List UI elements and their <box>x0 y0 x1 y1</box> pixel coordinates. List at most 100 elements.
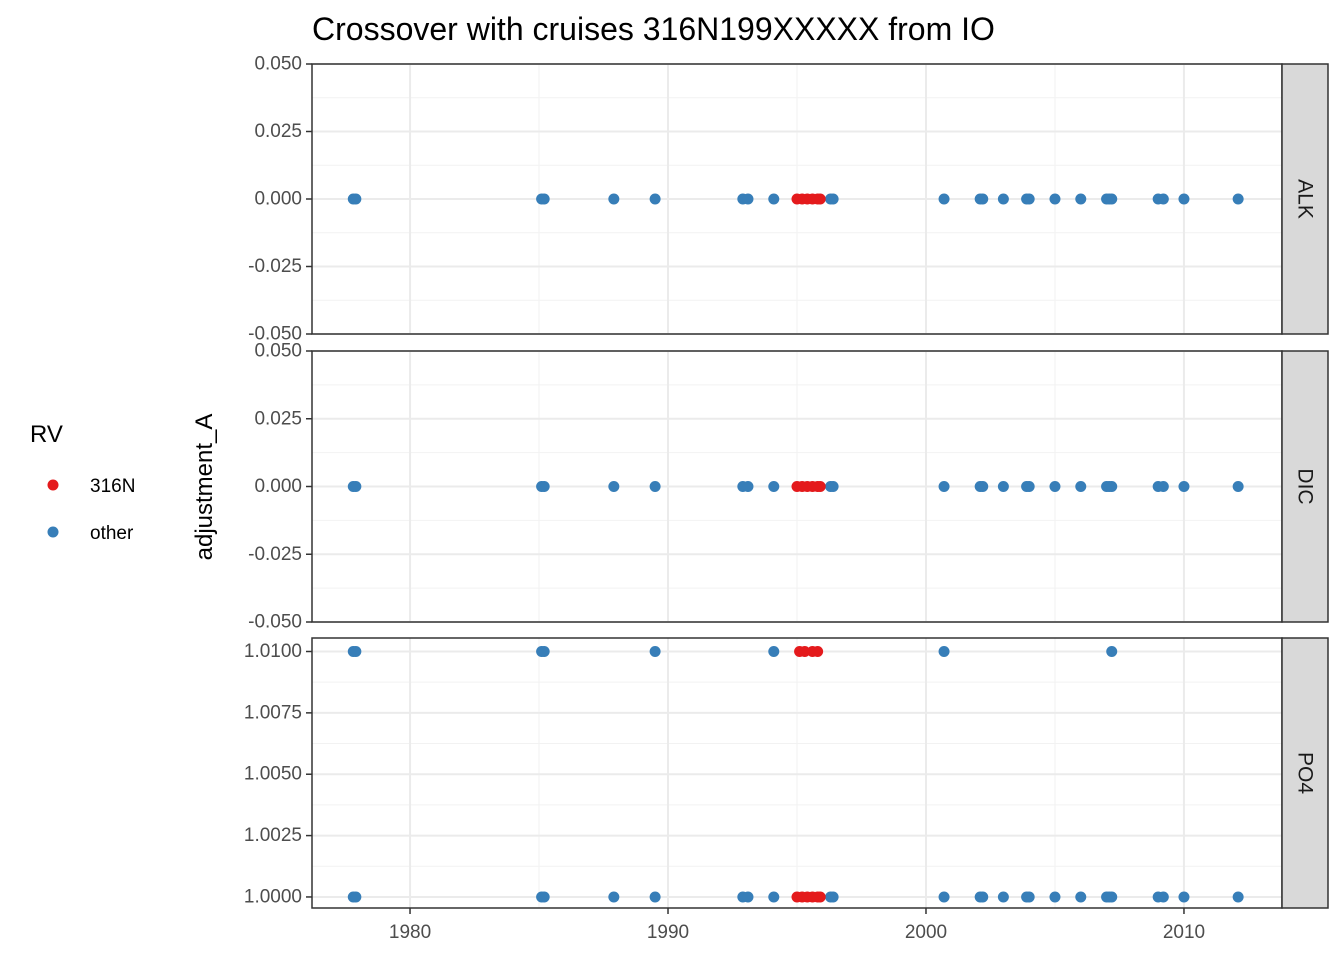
facet-panel-alk: ALK -0.050 -0.025 0.000 0.025 0.050 <box>248 54 1329 345</box>
data-point-other <box>768 646 780 657</box>
y-tick-label: 1.0000 <box>244 886 302 907</box>
data-point-other <box>1232 481 1244 492</box>
y-tick-label: 0.050 <box>254 341 302 362</box>
data-point-316n <box>814 891 826 903</box>
data-point-other <box>649 646 661 657</box>
data-point-other <box>1075 193 1087 205</box>
data-point-other <box>1178 891 1190 903</box>
data-point-other <box>977 193 989 205</box>
data-point-other <box>1157 891 1169 903</box>
data-point-other <box>608 481 620 492</box>
data-point-other <box>1106 481 1118 492</box>
data-point-other <box>938 891 950 903</box>
data-point-other <box>1157 193 1169 205</box>
legend-key-316n <box>47 479 59 491</box>
x-tick-label: 1990 <box>647 922 689 943</box>
data-point-other <box>649 891 661 903</box>
data-point-316n <box>812 646 824 657</box>
y-tick-label: 0.025 <box>254 408 302 429</box>
data-point-other <box>350 481 362 492</box>
data-point-other <box>1232 193 1244 205</box>
y-axis-title: adjustment_A <box>191 414 218 561</box>
legend-label-other: other <box>90 523 134 544</box>
data-point-other <box>1106 891 1118 903</box>
y-tick-label: -0.025 <box>248 544 302 565</box>
legend-title: RV <box>30 421 63 448</box>
facet-strip <box>1281 637 1329 909</box>
y-tick-label: -0.050 <box>248 324 302 345</box>
data-point-316n <box>814 481 826 492</box>
data-point-other <box>938 193 950 205</box>
data-point-other <box>538 891 550 903</box>
x-tick-label: 1980 <box>389 922 431 943</box>
y-tick-label: 0.000 <box>254 189 302 210</box>
facet-strip-label: DIC <box>1294 468 1317 504</box>
data-point-other <box>350 891 362 903</box>
data-point-other <box>1049 481 1061 492</box>
data-point-other <box>538 481 550 492</box>
data-point-other <box>977 481 989 492</box>
data-point-other <box>1023 481 1035 492</box>
legend-label-316n: 316N <box>90 476 135 497</box>
data-point-other <box>827 481 839 492</box>
data-point-other <box>1023 891 1035 903</box>
data-point-other <box>350 646 362 657</box>
data-point-other <box>977 891 989 903</box>
data-point-other <box>742 481 754 492</box>
data-point-other <box>1049 891 1061 903</box>
data-point-other <box>938 646 950 657</box>
data-point-other <box>1178 481 1190 492</box>
facet-panel-dic: DIC -0.050 -0.025 0.000 0.025 0.050 <box>248 341 1329 633</box>
data-point-other <box>608 891 620 903</box>
data-point-other <box>1049 193 1061 205</box>
facet-panels: ALK -0.050 -0.025 0.000 0.025 0.050 DIC -0.050 -… <box>244 54 1329 943</box>
data-point-other <box>827 193 839 205</box>
facet-strip-label: PO4 <box>1294 752 1317 794</box>
y-tick-label: 1.0050 <box>244 764 302 785</box>
x-tick-label: 2010 <box>1163 922 1205 943</box>
data-point-other <box>938 481 950 492</box>
legend-key-other <box>47 526 59 538</box>
data-point-other <box>1075 891 1087 903</box>
data-point-other <box>1157 481 1169 492</box>
data-point-other <box>768 891 780 903</box>
y-tick-label: -0.050 <box>248 612 302 633</box>
x-tick-label: 2000 <box>905 922 947 943</box>
facet-strip-label: ALK <box>1294 179 1317 219</box>
data-point-other <box>768 193 780 205</box>
facet-strip <box>1281 63 1329 335</box>
data-point-other <box>997 193 1009 205</box>
data-point-other <box>1075 481 1087 492</box>
data-point-other <box>997 481 1009 492</box>
data-point-other <box>1106 646 1118 657</box>
data-point-other <box>350 193 362 205</box>
facet-strip <box>1281 350 1329 623</box>
data-point-other <box>1106 193 1118 205</box>
chart-title: Crossover with cruises 316N199XXXXX from… <box>312 11 995 47</box>
y-tick-label: 0.025 <box>254 121 302 142</box>
data-point-other <box>742 891 754 903</box>
data-point-other <box>538 193 550 205</box>
data-point-other <box>649 481 661 492</box>
data-point-other <box>742 193 754 205</box>
data-point-other <box>768 481 780 492</box>
data-point-other <box>649 193 661 205</box>
facet-panel-po4: PO4 1.0000 1.0025 1.0050 1.0075 1.0100 1980 199… <box>244 637 1329 943</box>
data-point-other <box>827 891 839 903</box>
y-tick-label: 1.0075 <box>244 702 302 723</box>
y-tick-label: 1.0025 <box>244 825 302 846</box>
y-tick-label: -0.025 <box>248 256 302 277</box>
data-point-other <box>608 193 620 205</box>
legend: RV 316N other <box>30 421 135 544</box>
data-point-316n <box>799 646 811 657</box>
data-point-other <box>1023 193 1035 205</box>
data-point-316n <box>814 193 826 205</box>
y-tick-label: 0.000 <box>254 476 302 497</box>
data-point-other <box>1232 891 1244 903</box>
y-tick-label: 0.050 <box>254 54 302 75</box>
data-point-other <box>538 646 550 657</box>
data-point-other <box>997 891 1009 903</box>
y-tick-label: 1.0100 <box>244 641 302 662</box>
data-point-other <box>1178 193 1190 205</box>
